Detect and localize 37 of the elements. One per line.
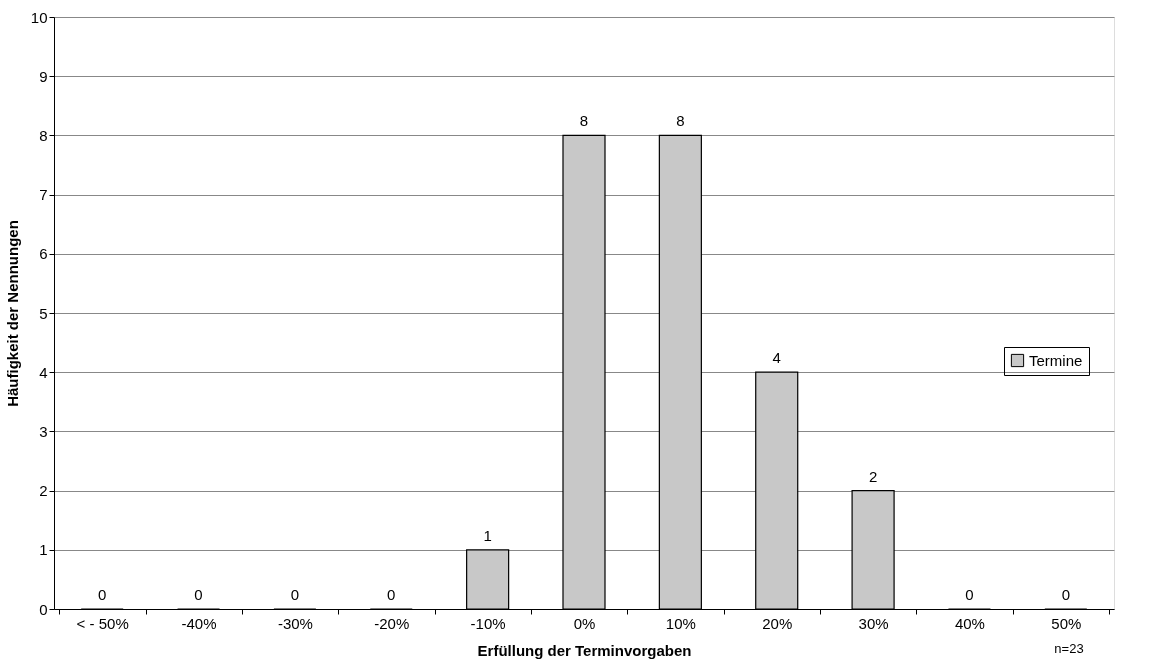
y-tick-label: 3 (39, 422, 48, 440)
data-label: 4 (772, 349, 781, 367)
y-tick-label: 4 (39, 363, 48, 381)
data-label: 0 (387, 586, 396, 603)
x-tick-label: 10% (665, 614, 696, 632)
data-label: 2 (868, 467, 878, 485)
data-label: 1 (483, 526, 492, 544)
y-tick-label: 1 (39, 541, 48, 559)
data-label: 0 (1061, 586, 1070, 603)
x-tick-label: 0% (573, 614, 596, 632)
x-tick-label: 50% (1051, 614, 1082, 632)
y-tick-label: 10 (30, 8, 48, 26)
x-axis-title: Erfüllung der Terminvorgaben (477, 641, 692, 659)
x-tick-label: 40% (954, 614, 985, 632)
y-tick-label: 6 (39, 245, 48, 263)
x-tick-label: -30% (277, 614, 313, 632)
x-tick-label: < - 50% (76, 614, 129, 632)
y-tick-label: 7 (39, 186, 48, 204)
data-label: 0 (194, 586, 203, 603)
x-tick-label: -20% (374, 614, 410, 632)
x-tick-label: -40% (181, 614, 217, 632)
data-label: 0 (290, 586, 300, 603)
data-label: 0 (98, 586, 107, 603)
y-axis-title: Häufigkeit der Nennungen (3, 220, 21, 407)
data-label: 8 (676, 112, 685, 130)
y-tick-label: 5 (39, 304, 48, 322)
y-tick-label: 8 (39, 126, 48, 144)
x-tick-label: -10% (470, 614, 506, 632)
y-tick-label: 2 (39, 482, 48, 500)
legend-label: Termine (1029, 351, 1083, 369)
data-label: 8 (579, 112, 589, 130)
data-label: 0 (965, 586, 974, 603)
x-tick-label: 30% (858, 614, 889, 632)
y-tick-label: 9 (39, 67, 48, 85)
y-tick-label: 0 (39, 600, 48, 618)
text: n=23 (1054, 641, 1084, 656)
x-tick-label: 20% (762, 614, 793, 632)
